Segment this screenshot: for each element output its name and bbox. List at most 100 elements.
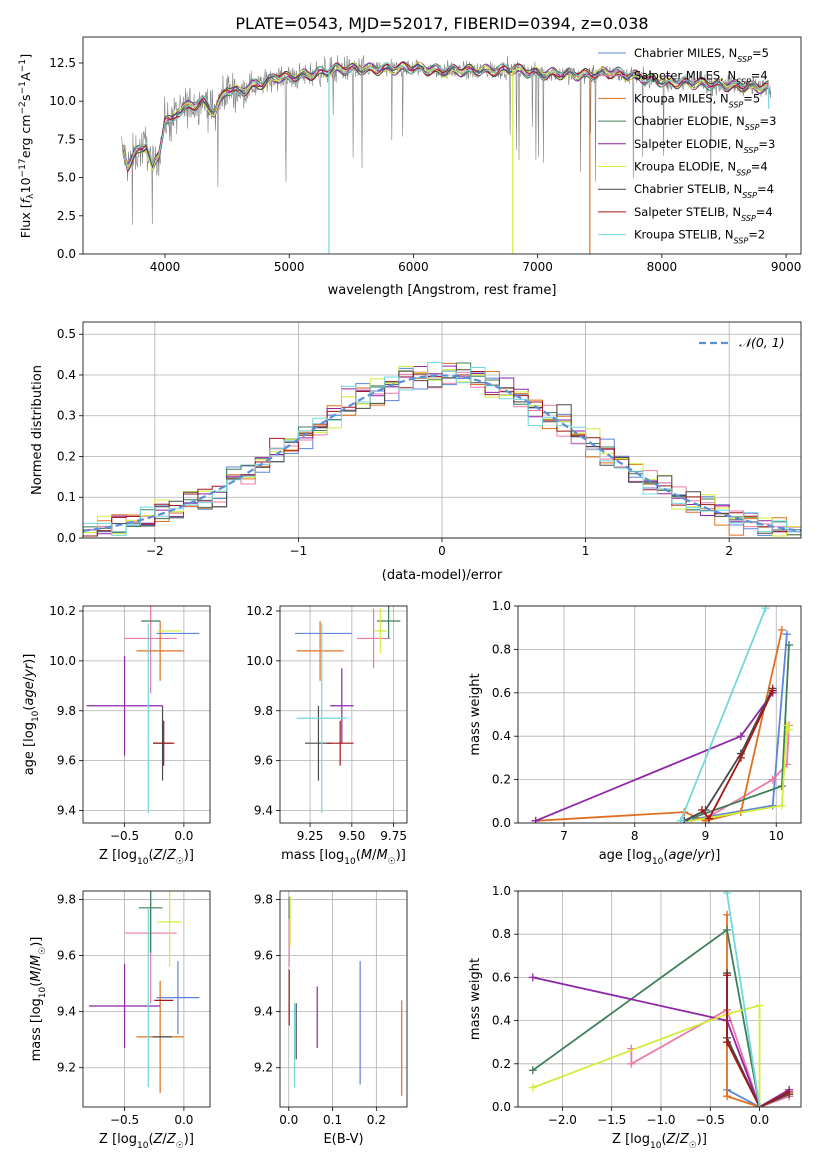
x-tick-label: 0.0 <box>174 1113 193 1127</box>
y-tick-label: 9.2 <box>254 1061 273 1075</box>
axes-weight_vs_age: 7 8 9 10 0.0 0.2 0.4 0.6 0.8 1.0 age [log10(age/yr… <box>468 599 802 867</box>
x-tick-label: −1 <box>290 544 308 558</box>
x-tick-label: 9000 <box>771 260 802 274</box>
y-tick-label: 0.0 <box>57 531 76 545</box>
axes-weight_vs_Z: −2.0 −1.5 −1.0 −0.5 0.0 0.0 0.2 0.4 0.6 0.8 1.0 Z [… <box>468 884 802 1151</box>
weight-line-kroupa_stelib <box>726 893 761 1107</box>
y-tick-label: 0.1 <box>57 490 76 504</box>
y-tick-label: 0.8 <box>492 642 511 656</box>
errorbar-salpeter_miles <box>356 608 391 669</box>
plot-area-mass_vs_EBV <box>288 896 403 1096</box>
axes-frame-age_vs_mass <box>279 605 408 824</box>
y-tick-label: 9.2 <box>57 1061 76 1075</box>
y-tick-label: 0.5 <box>57 327 76 341</box>
plot-area-weight_vs_Z <box>528 891 794 1107</box>
weight-marker-kroupa_stelib <box>676 816 685 823</box>
weight-marker-salpeter_stelib <box>768 686 777 695</box>
x-tick-label: 8000 <box>647 260 678 274</box>
x-tick-label: 9 <box>702 829 710 843</box>
y-tick-label: 1.0 <box>492 884 511 898</box>
axes-mass_vs_Z: −0.5 0.0 9.2 9.4 9.6 9.8 Z [log10(Z/Z☉)] mass [… <box>29 890 211 1151</box>
residuals-xlabel: (data-model)/error <box>382 568 503 583</box>
y-tick-label: 5.0 <box>57 171 76 185</box>
weight-marker-chabrier_elodie <box>777 782 786 791</box>
ticks-mass_vs_Z: −0.5 0.0 9.2 9.4 9.6 9.8 <box>57 892 194 1127</box>
y-tick-label: 10.0 <box>49 654 76 668</box>
x-tick-label: 9.75 <box>380 829 407 843</box>
y-tick-label: 9.8 <box>254 892 273 906</box>
x-tick-label: 9.50 <box>338 829 365 843</box>
residuals-ylabel: Normed distribution <box>30 365 45 495</box>
x-tick-label: 0 <box>438 544 446 558</box>
y-tick-label: 9.8 <box>254 704 273 718</box>
residuals-legend: 𝒩(0, 1) <box>699 335 785 350</box>
errorbar-salpeter_stelib <box>326 720 354 766</box>
x-tick-label: 2 <box>725 544 733 558</box>
y-tick-label: 0.6 <box>492 686 511 700</box>
legend-label-chabrier_elodie: Chabrier ELODIE, NSSP=3 <box>634 114 776 132</box>
x-tick-label: 9.25 <box>297 829 324 843</box>
figure-title: PLATE=0543, MJD=52017, FIBERID=0394, z=0… <box>235 14 648 33</box>
normal-curve <box>83 374 801 532</box>
axes-frame-residuals <box>82 321 802 539</box>
age_vs_Z-xlabel: Z [log10(Z/Z☉)] <box>99 848 194 867</box>
x-tick-label: −1.5 <box>597 1113 626 1127</box>
weight-marker-salpeter_miles <box>768 775 777 784</box>
y-tick-label: 0.0 <box>492 1100 511 1114</box>
x-tick-label: 7 <box>560 829 568 843</box>
y-tick-label: 9.8 <box>57 892 76 906</box>
weight-line-kroupa_stelib <box>679 607 767 822</box>
y-tick-label: 12.5 <box>49 56 76 70</box>
y-tick-label: 10.0 <box>246 654 273 668</box>
y-tick-label: 0.2 <box>492 1057 511 1071</box>
age_vs_Z-ylabel: age [log10(age/yr)] <box>22 654 41 776</box>
weight-marker-kroupa_elodie <box>777 801 786 810</box>
axes-frame-weight_vs_Z <box>517 890 802 1108</box>
y-tick-label: 0.4 <box>492 1014 511 1028</box>
spectrum-ylabel: Flux [fλ 10−17 erg cm−2 s−1 A−1 ] <box>18 54 36 239</box>
weight-marker-salpeter_elodie <box>528 973 537 982</box>
legend-label-salpeter_elodie: Salpeter ELODIE, NSSP=3 <box>634 137 775 155</box>
plot-area-age_vs_mass <box>295 606 401 814</box>
weight-line-chabrier_stelib <box>683 688 774 822</box>
ticks-age_vs_Z: −0.5 0.0 9.4 9.6 9.8 10.0 10.2 <box>49 604 193 843</box>
x-tick-label: −0.5 <box>110 829 139 843</box>
errorbar-kroupa_miles <box>296 620 344 681</box>
weight-marker-salpeter_stelib <box>705 814 714 823</box>
weight-marker-salpeter_elodie <box>736 732 745 741</box>
errorbar-kroupa_stelib <box>296 623 347 814</box>
y-tick-label: 9.8 <box>57 704 76 718</box>
weight-marker-salpeter_miles <box>627 1059 636 1068</box>
weight-marker-salpeter_stelib <box>723 1038 732 1047</box>
x-tick-label: −1.0 <box>646 1113 675 1127</box>
weight-marker-kroupa_stelib <box>755 1103 764 1107</box>
legend-label-salpeter_stelib: Salpeter STELIB, NSSP=4 <box>634 205 773 223</box>
spectrum-model-kroupa_stelib <box>122 62 769 171</box>
x-tick-label: 4000 <box>150 260 181 274</box>
weight_vs_Z-ylabel: mass weight <box>468 958 483 1040</box>
weight-marker-chabrier_elodie <box>784 641 793 650</box>
y-tick-label: 0.3 <box>57 409 76 423</box>
weight-marker-chabrier_elodie <box>528 1066 537 1075</box>
weight-marker-kroupa_elodie <box>782 721 791 730</box>
legend-label-kroupa_elodie: Kroupa ELODIE, NSSP=4 <box>634 160 768 178</box>
legend-label-kroupa_miles: Kroupa MILES, NSSP=5 <box>634 91 760 109</box>
weight-marker-kroupa_elodie <box>784 725 793 734</box>
weight-marker-chabrier_miles <box>782 630 791 639</box>
axes-frame-mass_vs_EBV <box>279 890 408 1108</box>
grid-mass_vs_Z <box>83 891 210 1107</box>
weight-line-salpeter_stelib <box>726 975 790 1107</box>
y-tick-label: 0.6 <box>492 970 511 984</box>
y-tick-label: 0.0 <box>492 816 511 830</box>
x-tick-label: 0.0 <box>750 1113 769 1127</box>
x-tick-label: 7000 <box>522 260 553 274</box>
weight-marker-chabrier_miles <box>768 801 777 810</box>
y-tick-label: 9.6 <box>57 949 76 963</box>
errorbar-kroupa_elodie <box>373 608 387 654</box>
weight-marker-salpeter_elodie <box>531 816 540 823</box>
mass_vs_Z-xlabel: Z [log10(Z/Z☉)] <box>99 1132 194 1151</box>
axes-age_vs_mass: 9.25 9.50 9.75 9.4 9.6 9.8 10.0 10.2 mass [log10… <box>246 604 408 867</box>
y-tick-label: 0.2 <box>492 773 511 787</box>
plot-area-spectrum <box>121 55 772 254</box>
errorbar-salpeter_stelib <box>153 720 175 766</box>
